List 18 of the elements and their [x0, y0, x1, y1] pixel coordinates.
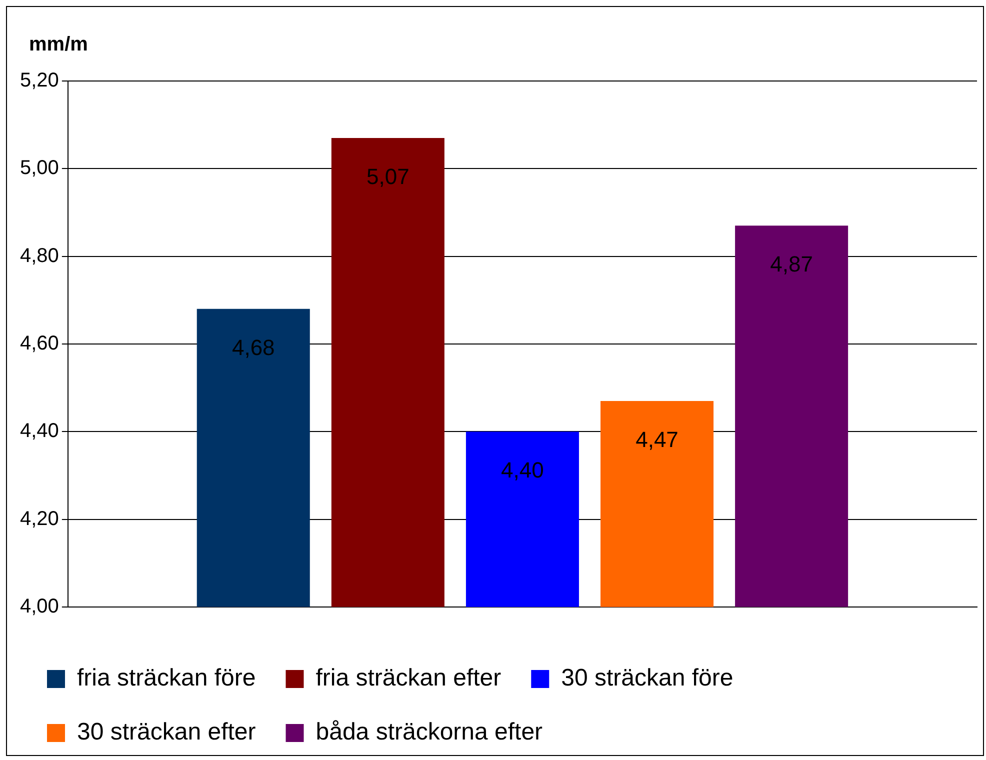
data-label: 4,87 — [770, 252, 813, 277]
data-label: 4,40 — [501, 458, 544, 483]
y-tick-label: 4,00 — [20, 596, 59, 618]
y-tick-label: 4,40 — [20, 420, 59, 442]
y-tick-label: 5,20 — [20, 70, 59, 92]
legend-label: fria sträckan före — [77, 664, 256, 692]
y-tick-label: 5,00 — [20, 157, 59, 180]
y-axis-title: mm/m — [29, 34, 88, 56]
data-label: 4,47 — [636, 427, 678, 452]
legend-label: båda sträckorna efter — [316, 718, 543, 746]
y-tick-label: 4,60 — [20, 332, 59, 355]
y-tick-label: 4,20 — [20, 508, 59, 530]
legend-label: 30 sträckan före — [561, 664, 734, 692]
data-label: 4,68 — [232, 334, 275, 360]
y-tick-label: 4,80 — [20, 244, 59, 267]
data-label: 5,07 — [366, 164, 410, 190]
legend-label: 30 sträckan efter — [77, 718, 256, 746]
legend-label: fria sträckan efter — [316, 664, 502, 692]
